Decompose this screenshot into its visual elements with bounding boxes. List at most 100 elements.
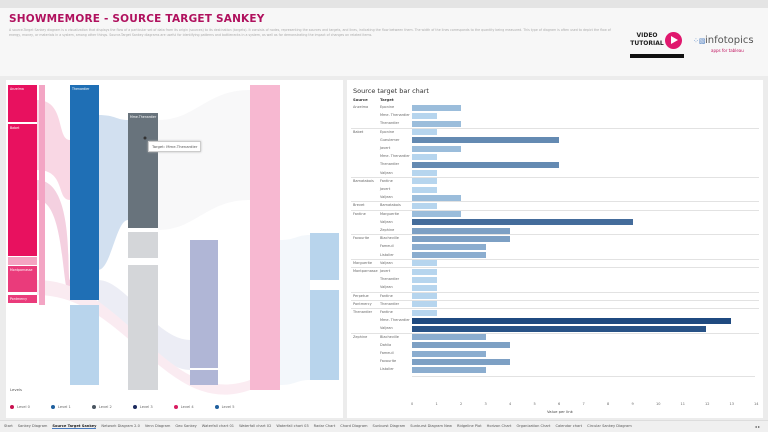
node-level2-light-b [128,265,158,390]
tab-network-diagram-2-0[interactable]: Network Diagram 2.0 [101,424,140,428]
tab-horizon-chart[interactable]: Horizon Chart [486,424,512,428]
bar[interactable] [412,170,437,177]
node-label: Anzelma [10,87,24,91]
column-header-source: Source [353,97,368,102]
x-tick-label: 1 [435,402,438,406]
bar[interactable] [412,243,486,250]
target-label: Javert [380,187,391,191]
x-tick-label: 8 [607,402,610,406]
bar[interactable] [412,161,559,168]
legend-item[interactable]: Level 0 [10,405,30,409]
bar[interactable] [412,129,437,136]
target-label: Fantine [380,178,393,183]
legend-item[interactable]: Level 3 [132,405,153,409]
group-separator [351,258,759,260]
tab-calendar-chart[interactable]: Calendar chart [555,424,583,428]
legend-item[interactable]: Level 2 [91,405,112,409]
legend-item[interactable]: Level 4 [173,405,194,409]
tab-sunburst-diagram-new[interactable]: Sunburst Diagram New [410,424,452,428]
sankey-nodes [8,85,339,390]
node-level0-pontmercy [8,295,37,303]
target-label: Valjean [380,219,393,224]
bar[interactable] [412,284,437,291]
legend-dot-icon [214,405,219,409]
bar[interactable] [412,120,461,127]
tab-source-target-sankey[interactable]: Source Target Sankey [52,424,97,429]
tab-waterfall-chart-02[interactable]: Waterfall chart 02 [239,424,272,428]
bar[interactable] [412,112,437,119]
tab-start[interactable]: Start [4,424,13,428]
tab-navigation[interactable]: ◂ ▸ [754,424,760,429]
bar[interactable] [412,334,486,341]
node-level1-light [70,305,99,385]
tab-sunburst-diagram[interactable]: Sunburst Diagram [372,424,406,428]
source-label: Favourite [353,236,370,241]
target-label: Mme. Thenardier [380,154,410,159]
bar[interactable] [412,350,486,357]
legend-item[interactable]: Level 1 [50,405,71,409]
sankey-diagram: Anzelma Babet Montparnasse Pontmercy The… [8,85,339,395]
bar[interactable] [412,276,437,283]
legend-label: Level 3 [139,405,153,409]
group-separator [351,234,759,236]
tab-geo-sankey[interactable]: Geo Sankey [175,424,197,428]
tab-venn-diagram[interactable]: Venn Diagram [144,424,171,428]
legend-dot-icon [132,405,137,409]
x-tick-label: 0 [411,402,414,406]
tab-radar-chart[interactable]: Radar Chart [313,424,336,428]
node-level1-thenardier [70,85,99,300]
bar[interactable] [412,301,437,308]
bar[interactable] [412,178,437,185]
legend-item[interactable]: Level 5 [214,405,235,409]
bar[interactable] [412,325,706,332]
target-label: Javert [380,146,391,150]
bar[interactable] [412,145,461,152]
bar[interactable] [412,219,633,226]
tutorial-label: TUTORIAL [630,40,664,47]
target-label: Gueulemer [380,137,400,142]
target-label: Marguerite [380,211,400,216]
tab-sankey-diagram[interactable]: Sankey Diagram [17,424,48,428]
tooltip: Target: Mme.Thenardier [148,141,202,152]
bar[interactable] [412,137,559,144]
tab-waterfall-chart-03[interactable]: Waterfall chart 03 [276,424,309,428]
bar[interactable] [412,309,437,316]
bar[interactable] [412,366,486,373]
bar[interactable] [412,342,510,349]
bar[interactable] [412,153,437,160]
bar[interactable] [412,235,510,242]
node-level5-a [310,233,339,280]
node-level0-light [39,85,45,305]
tab-waterfall-chart-01[interactable]: Waterfall chart 01 [201,424,235,428]
bar[interactable] [412,211,461,218]
node-level0-anzelma [8,85,37,122]
target-label: Blacheville [380,334,399,339]
legend-dot-icon [10,405,14,409]
bar[interactable] [412,293,437,300]
x-axis-line [412,375,755,377]
bar[interactable] [412,104,461,111]
tab-organization-chart[interactable]: Organization Chart [516,424,551,428]
video-tutorial-button[interactable]: VIDEO TUTORIAL [628,30,686,60]
play-icon [665,32,682,49]
tab-ridgeline-plot[interactable]: Ridgeline Plot [457,424,482,428]
cursor-icon [143,136,147,140]
node-label: Mme.Thenardier [130,115,157,119]
group-separator [351,201,759,203]
tab-circular-sankey-diagram[interactable]: Circular Sankey Diagram [587,424,632,428]
infotopics-logo[interactable]: ⁘▧ infotopics apps for tableau [693,35,755,57]
bar[interactable] [412,260,437,267]
bar[interactable] [412,227,510,234]
bar[interactable] [412,268,437,275]
bar[interactable] [412,252,486,259]
bar[interactable] [412,194,461,201]
bar[interactable] [412,317,731,324]
bar[interactable] [412,202,437,209]
target-label: Bamatabois [380,203,401,208]
tab-chord-diagram[interactable]: Chord Diagram [340,424,368,428]
legend-label: Level 1 [57,405,71,409]
bar[interactable] [412,186,437,193]
bar[interactable] [412,358,510,365]
legend-label: Level 5 [221,405,235,409]
source-label: Brevet [353,203,365,208]
